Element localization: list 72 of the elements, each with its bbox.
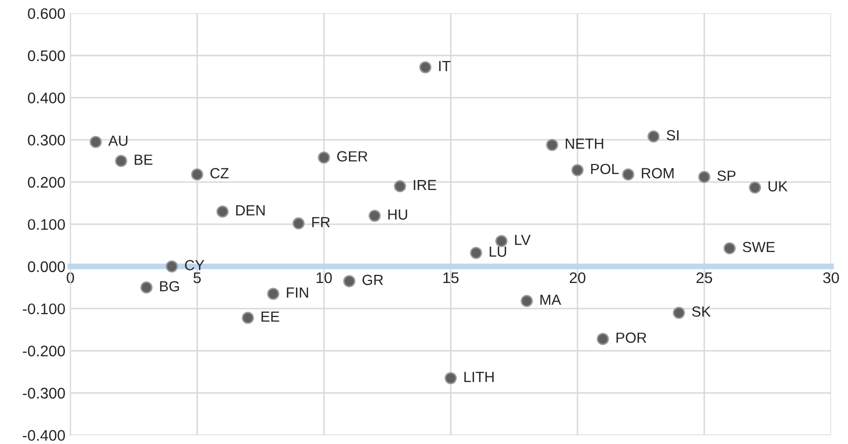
y-tick-label: 0.200 [28,176,65,188]
annotation: GER [337,151,368,162]
annotation: LV [515,234,531,245]
point [267,288,280,300]
annotation: BE [134,154,152,165]
annotation: ROM [642,168,674,178]
y-tick-label: 0.100 [28,219,65,230]
annotation: NETH [566,138,604,149]
point [140,281,153,294]
annotation: POL [591,164,619,174]
annotation: DEN [236,205,265,216]
y-tick-label: 0.400 [28,92,65,104]
x-tick-label: 10 [316,272,332,284]
y-tick-label: 0.600 [28,8,65,20]
annotation: AU [108,136,128,146]
point [318,152,330,164]
x-tick-label: 0 [66,272,74,284]
point [698,170,710,184]
annotation: IT [439,61,450,72]
annotation: SP [717,170,736,181]
point [394,180,406,192]
point [546,138,558,151]
annotation: LITH [464,372,494,382]
annotation: POR [616,332,646,343]
x-tick-label: 30 [823,272,839,284]
point [90,136,102,148]
point [419,61,432,74]
point [292,217,305,230]
point [343,275,356,288]
y-tick-label: -0.300 [22,388,65,399]
annotation: LU [490,246,506,257]
x-tick-label: 25 [696,272,712,284]
annotation: EE [262,312,280,322]
y-tick-label: 0.300 [28,134,65,146]
point [115,154,128,168]
annotation: GR [362,274,383,286]
point [724,242,736,254]
point [596,332,609,346]
y-tick-label: -0.100 [22,303,65,314]
annotation: FR [312,217,330,228]
annotation: SK [692,306,711,317]
annotation: CZ [210,168,229,178]
point [166,260,178,272]
point [191,168,204,181]
y-tick-label: 0.500 [28,50,65,62]
point [520,294,533,308]
point [242,312,254,324]
x-tick-label: 20 [570,272,586,284]
point [672,306,685,319]
point [647,130,660,143]
y-tick-label: -0.200 [22,346,65,356]
annotation: SI [666,130,678,140]
annotation: UK [768,181,788,192]
point [444,372,457,384]
x-tick-label: 5 [194,272,201,284]
x-tick-label: 15 [443,272,459,284]
point [470,246,482,259]
y-tick-label: 0.000 [28,261,65,272]
y-tick-label: -0.400 [22,430,65,441]
point [216,205,229,218]
annotation: BG [160,281,179,292]
point [748,181,762,194]
point [368,210,381,222]
annotation: CY [185,260,204,270]
point [622,168,634,181]
annotation: IRE [414,180,436,190]
annotation: SWE [742,242,775,252]
point [571,164,584,176]
annotation: MA [540,294,562,305]
annotation: HU [388,210,408,220]
annotation: FIN [286,288,308,298]
point [495,235,508,248]
